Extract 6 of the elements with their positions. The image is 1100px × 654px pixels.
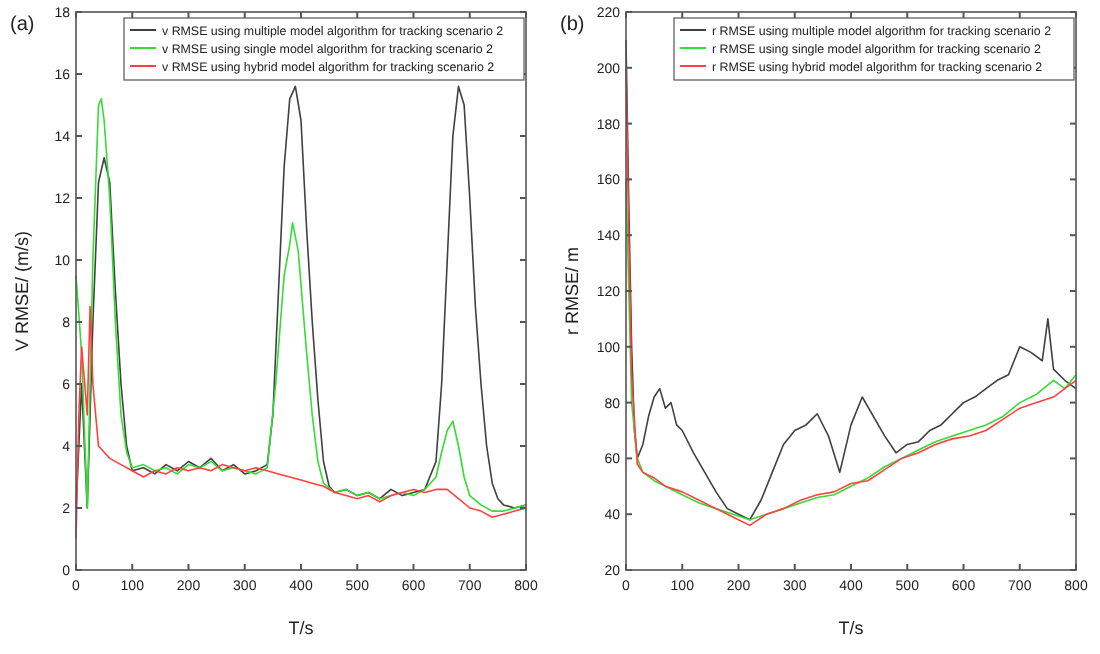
y-axis-title: r RMSE/ m (562, 247, 582, 335)
chart-title: (a) (10, 14, 35, 36)
x-axis-title: T/s (838, 618, 865, 638)
chart-title: (b) (560, 14, 585, 36)
y-axis-title: V RMSE/ (m/s) (12, 231, 32, 351)
x-axis-title: T/s (288, 618, 315, 638)
